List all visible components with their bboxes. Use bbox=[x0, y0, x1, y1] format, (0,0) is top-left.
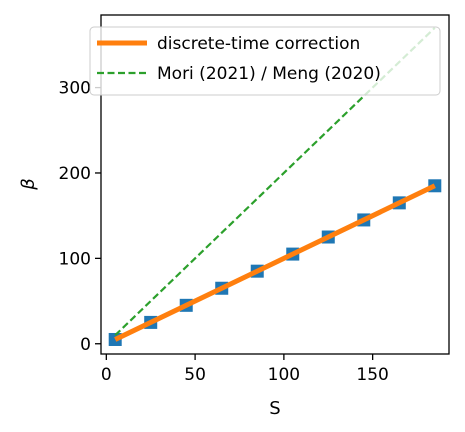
y-axis-label: β bbox=[18, 178, 39, 191]
legend: discrete-time correction Mori (2021) / M… bbox=[89, 26, 441, 96]
plot-marks bbox=[108, 27, 442, 346]
legend-label-discrete-time-correction: discrete-time correction bbox=[157, 34, 360, 54]
plot-frame bbox=[100, 14, 450, 355]
y-tick-label: 0 bbox=[80, 335, 91, 355]
series-line-0 bbox=[114, 183, 436, 342]
axes: 0 50 100 150 0 100 200 300 bbox=[59, 79, 389, 385]
x-axis-label: S bbox=[269, 398, 280, 419]
x-tick-label: 100 bbox=[268, 365, 300, 385]
legend-box bbox=[89, 26, 441, 96]
y-tick-label: 100 bbox=[59, 249, 91, 269]
x-tick-label: 50 bbox=[184, 365, 206, 385]
legend-label-mori-meng: Mori (2021) / Meng (2020) bbox=[157, 64, 381, 84]
y-tick-label: 200 bbox=[59, 164, 91, 184]
y-tick-label: 300 bbox=[59, 79, 91, 99]
x-tick-label: 0 bbox=[101, 365, 112, 385]
x-tick-label: 150 bbox=[356, 365, 388, 385]
